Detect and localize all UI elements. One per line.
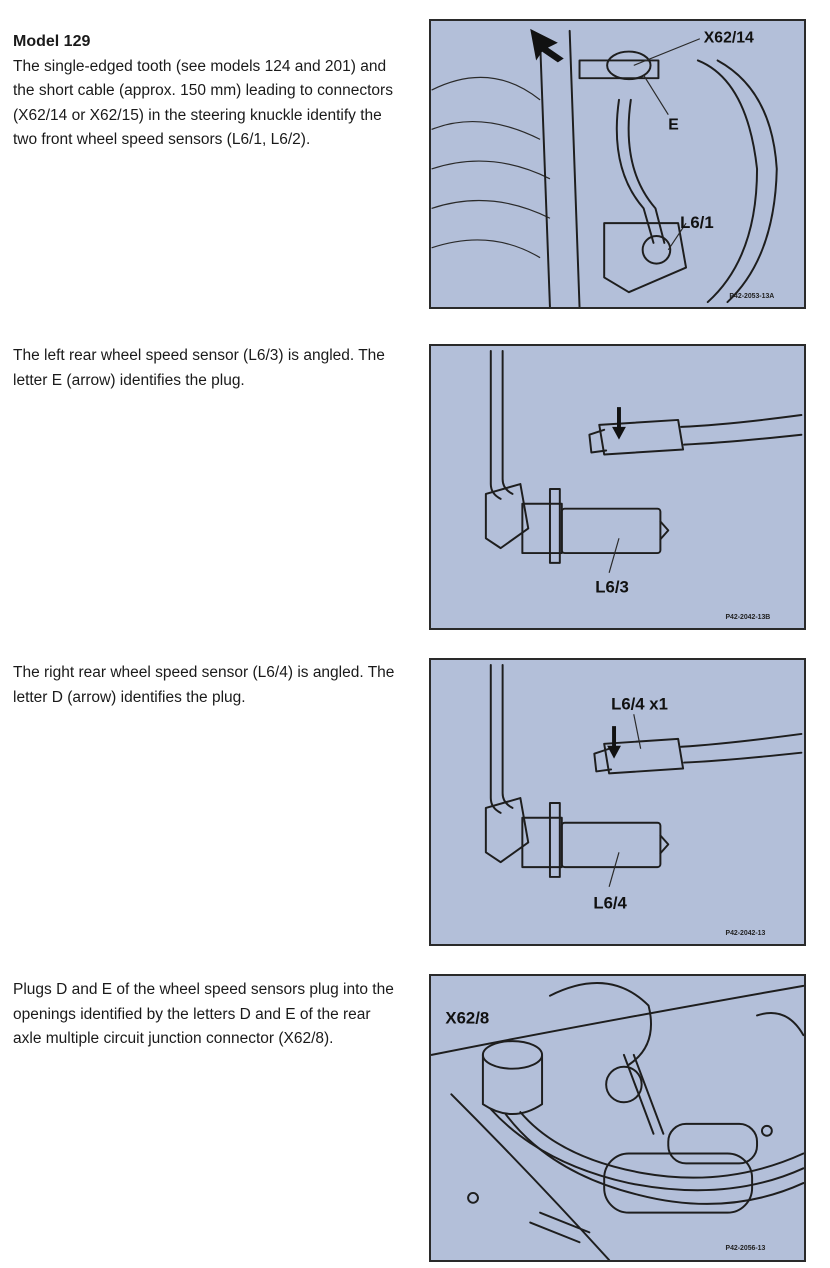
section-4-text: Plugs D and E of the wheel speed sensors… <box>13 978 398 1052</box>
figure-code: P42-2042-13 <box>725 930 765 937</box>
front-sensor-illustration: X62/14 E L6/1 P42-2053-13A <box>431 28 778 307</box>
junction-connector-illustration: X62/8 P42-2056-13 <box>431 982 804 1260</box>
figure-code: P42-2056-13 <box>725 1245 765 1252</box>
label-e: E <box>668 116 679 133</box>
section-2-text: The left rear wheel speed sensor (L6/3) … <box>13 344 398 393</box>
figure-code: P42-2042-13B <box>725 614 770 621</box>
label-l6-1: L6/1 <box>680 213 714 232</box>
label-l6-4-x1: L6/4 x1 <box>611 694 668 713</box>
section-1-text: Model 129 The single-edged tooth (see mo… <box>13 30 398 153</box>
section-paragraph: The right rear wheel speed sensor (L6/4)… <box>13 664 395 706</box>
figure-front-wheel-sensor: X62/14 E L6/1 P42-2053-13A <box>429 19 806 309</box>
right-rear-sensor-illustration: L6/4 x1 L6/4 P42-2042-13 <box>484 663 803 937</box>
label-x62-14: X62/14 <box>704 30 754 47</box>
figure-junction-connector: X62/8 P42-2056-13 <box>429 974 806 1262</box>
left-rear-sensor-illustration: L6/3 P42-2042-13B <box>484 349 803 621</box>
section-paragraph: The left rear wheel speed sensor (L6/3) … <box>13 347 385 389</box>
section-paragraph: Plugs D and E of the wheel speed sensors… <box>13 981 394 1047</box>
label-l6-4: L6/4 <box>593 894 627 913</box>
figure-left-rear-sensor: L6/3 P42-2042-13B <box>429 344 806 630</box>
section-heading: Model 129 <box>13 33 91 50</box>
figure-right-rear-sensor: L6/4 x1 L6/4 P42-2042-13 <box>429 658 806 946</box>
section-3-text: The right rear wheel speed sensor (L6/4)… <box>13 661 398 710</box>
label-x62-8: X62/8 <box>445 1008 489 1027</box>
section-paragraph: The single-edged tooth (see models 124 a… <box>13 57 393 149</box>
figure-code: P42-2053-13A <box>729 293 774 300</box>
label-l6-3: L6/3 <box>595 578 629 597</box>
